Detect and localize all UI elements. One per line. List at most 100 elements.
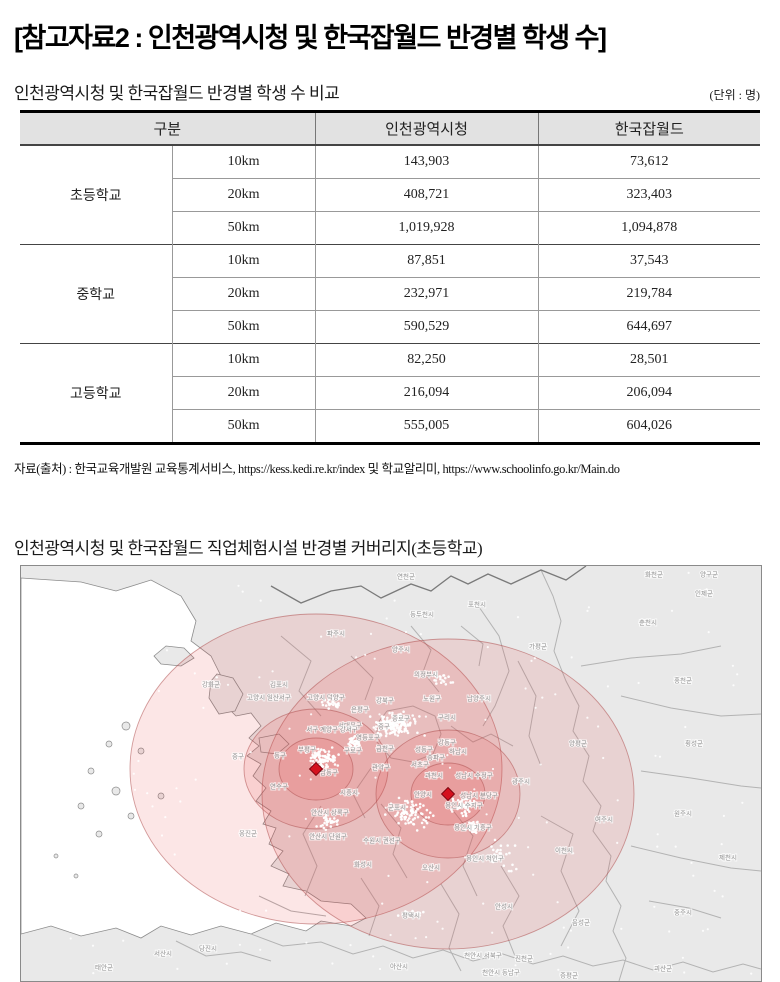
map-region-label: 성남시 분당구: [460, 790, 498, 799]
map-region-label: 화천군: [645, 569, 663, 578]
map-region-label: 용인시 처인구: [466, 853, 504, 862]
map-region-label: 관악구: [372, 762, 390, 771]
table-row: 20km 232,971 219,784: [20, 277, 761, 311]
value-cell: 1,094,878: [537, 211, 761, 245]
value-cell: 408,721: [314, 178, 539, 212]
map-title: 인천광역시청 및 한국잡월드 직업체험시설 반경별 커버리지(초등학교): [14, 539, 483, 558]
value-cell: 82,250: [314, 343, 539, 377]
map-region-label: 송파구: [427, 752, 445, 761]
value-cell: 216,094: [314, 376, 539, 410]
marker-incheon-city-hall: [308, 761, 324, 777]
map-region-label: 안산시 상록구: [311, 807, 349, 816]
map-region-label: 서초구: [411, 759, 429, 768]
radius-cell: 10km: [171, 244, 316, 278]
map-region-label: 안양시: [414, 789, 432, 798]
map-region-label: 노원구: [423, 693, 441, 702]
value-cell: 37,543: [537, 244, 761, 278]
value-cell: 1,019,928: [314, 211, 539, 245]
map-region-label: 성남시 수정구: [455, 770, 493, 779]
map-region-label: 의정부시: [414, 669, 438, 678]
value-cell: 73,612: [537, 144, 761, 179]
map-region-label: 제천시: [719, 852, 737, 861]
map-region-label: 은평구: [351, 704, 369, 713]
radius-cell: 20km: [171, 376, 316, 410]
radius-cell: 50km: [171, 211, 316, 245]
value-cell: 323,403: [537, 178, 761, 212]
map-region-label: 양주시: [392, 645, 410, 653]
radius-cell: 20km: [171, 277, 316, 311]
sea-area: [21, 577, 367, 939]
map-region-label: 연수구: [270, 782, 288, 790]
map-region-label: 강동구: [438, 737, 456, 746]
map-region-label: 고양시 덕양구: [307, 692, 345, 701]
map-region-label: 동구: [274, 751, 286, 759]
map-region-label: 아산시: [390, 961, 408, 970]
map-region-label: 용인시 수지구: [445, 800, 483, 809]
map-region-label: 시흥시: [340, 787, 358, 796]
map-region-label: 파주시: [327, 628, 345, 637]
map-region-label: 과천시: [425, 770, 443, 779]
map-region-label: 이천시: [555, 845, 573, 854]
map-region-label: 양평군: [569, 738, 587, 747]
coverage-map: 연천군 동두천시 포천시 파주시 양주시 의정부시 화천군 양구군 인제군 춘천시 가평군 홍천군 횡성…: [20, 565, 762, 982]
map-region-label: 김포시: [270, 680, 288, 688]
map-region-label: 연천군: [397, 571, 415, 580]
dmz-border-line: [270, 566, 587, 604]
table-title-row: 인천광역시청 및 한국잡월드 반경별 학생 수 비교 (단위 : 명): [14, 79, 760, 104]
map-region-label: 여주시: [595, 814, 613, 823]
source-citation: 자료(출처) : 한국교육개발원 교육통계서비스, https://kess.k…: [14, 462, 620, 476]
table-row: 20km 216,094 206,094: [20, 376, 761, 410]
map-region-label: 강화군: [202, 679, 220, 688]
map-region-label: 금천구: [376, 743, 394, 752]
unit-note: (단위 : 명): [709, 88, 760, 102]
map-region-label: 부평구: [298, 744, 316, 753]
map-region-label: 구리시: [438, 712, 456, 721]
table-row: 고등학교 10km 82,250 28,501: [20, 343, 761, 444]
col-header-jobworld: 한국잡월드: [537, 111, 761, 146]
map-region-label: 강북구: [376, 695, 394, 704]
map-region-label: 가평군: [529, 641, 547, 650]
value-cell: 219,784: [537, 277, 761, 311]
map-region-label: 원주시: [674, 808, 692, 817]
map-region-label: 포천시: [468, 599, 486, 608]
radius-cell: 10km: [171, 343, 316, 377]
group-label-middle: 중학교: [20, 244, 172, 344]
map-region-label: 중구: [232, 752, 244, 760]
map-region-label: 진천군: [515, 953, 533, 962]
map-region-label: 중구: [378, 722, 390, 730]
map-region-label: 고양시 일산서구: [247, 692, 291, 701]
map-region-label: 서구 계양구 강서구: [306, 724, 357, 733]
map-region-label: 태안군: [95, 962, 113, 971]
radius-cell: 20km: [171, 178, 316, 212]
value-cell: 87,851: [314, 244, 539, 278]
map-region-label: 용인시 기흥구: [454, 822, 492, 831]
map-region-label: 춘천시: [639, 617, 657, 626]
page-title: [참고자료2 : 인천광역시청 및 한국잡월드 반경별 학생 수]: [14, 23, 607, 53]
value-cell: 604,026: [537, 409, 761, 444]
map-region-label: 서대문구: [338, 720, 362, 729]
map-region-label: 홍천군: [674, 675, 692, 684]
table-row: 50km 1,019,928 1,094,878: [20, 211, 761, 245]
table-row: 50km 590,529 644,697: [20, 310, 761, 344]
map-region-label: 광주시: [512, 777, 530, 785]
map-region-label: 당진시: [199, 943, 217, 952]
islands: [53, 645, 290, 879]
table-title: 인천광역시청 및 한국잡월드 반경별 학생 수 비교: [14, 84, 340, 103]
table-row: 초등학교 10km 143,903 73,612: [20, 144, 761, 245]
map-region-label: 음성군: [572, 917, 590, 926]
map-region-label: 양구군: [700, 570, 718, 578]
map-region-label: 수원시 권선구: [363, 835, 401, 844]
map-region-label: 안성시: [495, 901, 513, 910]
map-region-label: 천안시 동남구: [482, 967, 520, 976]
map-region-label: 서산시: [154, 948, 172, 957]
value-cell: 644,697: [537, 310, 761, 344]
radius-cell: 50km: [171, 310, 316, 344]
table-row: 중학교 10km 87,851 37,543: [20, 244, 761, 344]
map-region-label: 천안시 서북구: [464, 950, 502, 959]
map-region-label: 충주시: [674, 907, 692, 916]
map-region-label: 괴산군: [654, 963, 672, 972]
map-region-label: 성동구: [415, 744, 433, 753]
value-cell: 555,005: [314, 409, 539, 444]
map-region-label: 증평군: [560, 970, 578, 979]
